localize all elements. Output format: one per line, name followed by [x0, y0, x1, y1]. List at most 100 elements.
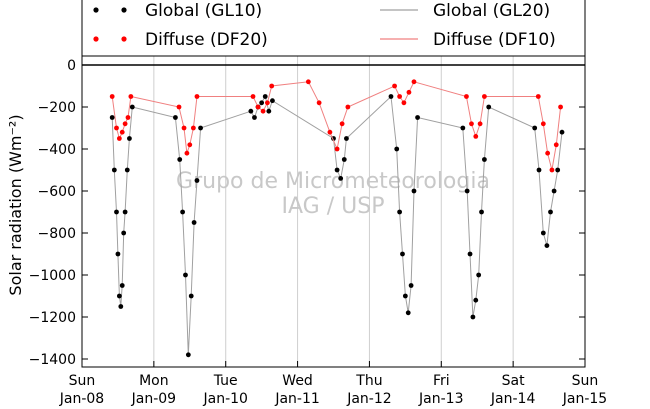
data-point — [486, 104, 492, 110]
watermark: Grupo de Micrometeorologia IAG / USP — [176, 169, 490, 219]
x-tick-label-date: Jan-13 — [418, 391, 463, 407]
y-tick-label: −400 — [38, 142, 76, 158]
data-point — [264, 100, 270, 106]
legend-marker-dot — [121, 36, 127, 42]
data-point — [129, 104, 135, 110]
y-tick-label: −1000 — [29, 268, 76, 284]
x-tick-label-date: Jan-08 — [59, 391, 104, 407]
data-point — [549, 167, 555, 173]
data-point — [116, 293, 122, 299]
data-point — [177, 157, 183, 162]
data-point — [460, 125, 466, 131]
data-point — [316, 100, 322, 106]
legend-entries: Global (GL10) Diffuse (DF20) Global (GL20)… — [93, 1, 556, 50]
data-point — [114, 209, 119, 215]
data-point — [415, 115, 420, 120]
data-point — [270, 98, 275, 104]
data-point — [477, 121, 483, 127]
data-point — [470, 314, 476, 320]
data-point — [476, 272, 482, 278]
data-point — [109, 94, 115, 99]
data-point — [548, 209, 553, 215]
y-tick-label: 0 — [67, 58, 76, 74]
data-point — [405, 310, 411, 316]
data-point — [185, 352, 191, 358]
axis-ticks: Sun Jan-08 Mon Jan-09 Tue Jan-10 Wed Jan-11 Thu J… — [29, 0, 607, 407]
x-tick-label-date: Jan-14 — [490, 391, 536, 407]
data-point — [180, 209, 186, 215]
data-point — [345, 104, 351, 110]
data-point — [252, 115, 257, 120]
data-point — [248, 108, 254, 114]
legend-label: Diffuse (DF20) — [145, 30, 268, 50]
data-point — [479, 209, 484, 215]
data-point — [559, 129, 565, 135]
x-tick-label-date: Jan-15 — [562, 391, 607, 407]
data-point — [545, 150, 551, 156]
data-point — [122, 121, 128, 127]
data-point — [334, 167, 340, 173]
legend-marker-dot — [121, 7, 127, 13]
legend-label: Diffuse (DF10) — [433, 30, 556, 50]
x-tick-label-date: Jan-12 — [346, 391, 391, 407]
data-point — [181, 125, 187, 131]
y-tick-label: −200 — [38, 100, 76, 116]
data-point — [388, 94, 394, 99]
data-point — [334, 146, 340, 152]
data-series — [109, 79, 565, 358]
data-point — [558, 104, 563, 110]
legend-label: Global (GL20) — [433, 1, 550, 21]
data-point — [339, 121, 345, 127]
data-point — [260, 108, 266, 114]
data-point — [411, 79, 417, 85]
data-point — [536, 167, 542, 173]
y-tick-label: −1200 — [29, 310, 76, 326]
data-point — [109, 115, 115, 120]
y-tick-label: −1400 — [29, 352, 76, 368]
data-point — [401, 100, 407, 106]
data-point — [540, 121, 546, 127]
data-point — [190, 125, 196, 131]
data-point — [183, 272, 188, 278]
data-point — [540, 230, 546, 236]
data-point — [532, 125, 538, 131]
data-point — [173, 115, 178, 120]
data-point — [544, 243, 550, 249]
legend-marker-dot — [93, 7, 99, 13]
legend-box — [81, 0, 586, 57]
data-point — [127, 136, 132, 141]
data-point — [482, 94, 487, 99]
x-tick-label-date: Jan-10 — [202, 391, 247, 407]
data-point — [128, 94, 134, 99]
data-point — [266, 108, 272, 114]
data-point — [250, 94, 256, 99]
x-tick-label-day: Wed — [282, 373, 313, 389]
data-point — [555, 167, 561, 173]
data-point — [194, 178, 200, 183]
data-point — [473, 134, 479, 139]
data-point — [473, 297, 479, 303]
data-point — [116, 136, 122, 141]
x-tick-label-date: Jan-09 — [131, 391, 176, 407]
data-point — [392, 83, 397, 89]
grid-lines — [153, 0, 514, 367]
legend-label: Global (GL10) — [145, 1, 262, 21]
data-point — [397, 209, 403, 215]
data-point — [124, 167, 130, 173]
data-point — [194, 94, 200, 99]
x-tick-label-day: Tue — [213, 373, 238, 389]
data-point — [553, 142, 559, 148]
data-point — [464, 188, 470, 194]
data-point — [111, 167, 117, 173]
data-point — [118, 304, 124, 309]
data-point — [327, 129, 333, 135]
data-point — [115, 251, 121, 257]
watermark-line-1: Grupo de Micrometeorologia — [176, 169, 490, 194]
data-point — [269, 83, 275, 89]
x-tick-label-day: Fri — [433, 373, 450, 389]
data-point — [411, 188, 417, 194]
legend-marker-dot — [93, 36, 99, 42]
data-point — [188, 293, 194, 299]
data-point — [198, 125, 203, 131]
